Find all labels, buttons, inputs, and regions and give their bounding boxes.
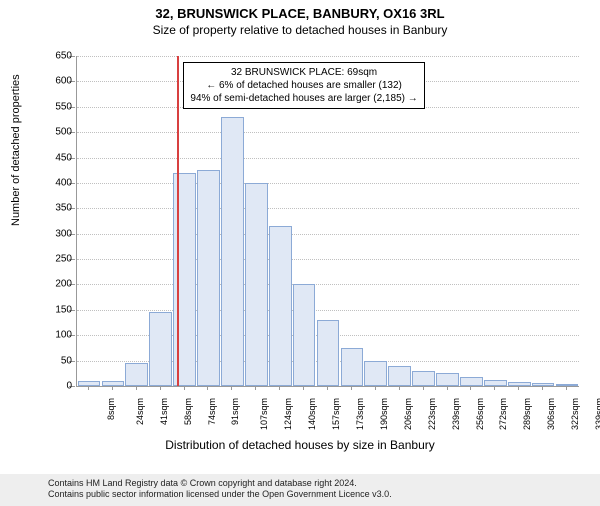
info-box-line: 32 BRUNSWICK PLACE: 69sqm: [190, 66, 417, 79]
x-tick: [375, 386, 376, 390]
x-tick-label: 256sqm: [475, 398, 485, 430]
grid-line: [77, 259, 579, 260]
y-tick-label: 200: [40, 279, 72, 290]
x-tick: [351, 386, 352, 390]
histogram-bar: [102, 381, 125, 386]
x-tick-label: 223sqm: [427, 398, 437, 430]
histogram-bar: [149, 312, 172, 386]
histogram-bar: [125, 363, 148, 386]
x-tick-label: 41sqm: [159, 398, 169, 425]
info-box-line: ← 6% of detached houses are smaller (132…: [190, 79, 417, 92]
x-tick: [207, 386, 208, 390]
x-tick: [566, 386, 567, 390]
histogram-bar: [221, 117, 244, 386]
histogram-bar: [197, 170, 220, 386]
chart-area: 32 BRUNSWICK PLACE: 69sqm← 6% of detache…: [48, 56, 578, 426]
x-tick: [447, 386, 448, 390]
y-tick-label: 550: [40, 101, 72, 112]
histogram-bar: [293, 284, 316, 386]
x-tick-label: 289sqm: [522, 398, 532, 430]
grid-line: [77, 208, 579, 209]
x-tick-label: 124sqm: [283, 398, 293, 430]
x-tick: [112, 386, 113, 390]
x-tick: [303, 386, 304, 390]
histogram-bar: [460, 377, 483, 386]
histogram-bar: [341, 348, 364, 386]
histogram-bar: [364, 361, 387, 386]
y-tick-label: 100: [40, 330, 72, 341]
x-tick: [255, 386, 256, 390]
grid-line: [77, 56, 579, 57]
x-tick-label: 239sqm: [451, 398, 461, 430]
histogram-bar: [412, 371, 435, 386]
x-tick-label: 91sqm: [230, 398, 240, 425]
x-tick: [399, 386, 400, 390]
histogram-bar: [317, 320, 340, 386]
page-subtitle: Size of property relative to detached ho…: [0, 23, 600, 37]
histogram-bar: [388, 366, 411, 386]
histogram-bar: [245, 183, 268, 386]
x-tick-label: 306sqm: [546, 398, 556, 430]
y-tick-label: 300: [40, 228, 72, 239]
plot-area: 32 BRUNSWICK PLACE: 69sqm← 6% of detache…: [76, 56, 579, 387]
y-tick-label: 250: [40, 254, 72, 265]
y-tick-label: 450: [40, 152, 72, 163]
y-axis-title: Number of detached properties: [10, 74, 22, 226]
y-tick-label: 150: [40, 304, 72, 315]
x-tick: [88, 386, 89, 390]
info-box-line: 94% of semi-detached houses are larger (…: [190, 92, 417, 105]
x-tick: [423, 386, 424, 390]
x-tick-label: 173sqm: [355, 398, 365, 430]
x-axis-title: Distribution of detached houses by size …: [0, 438, 600, 452]
grid-line: [77, 234, 579, 235]
reference-line: [177, 56, 179, 386]
x-tick-label: 190sqm: [379, 398, 389, 430]
x-tick-label: 322sqm: [570, 398, 580, 430]
y-tick-label: 400: [40, 177, 72, 188]
x-tick: [542, 386, 543, 390]
x-tick-label: 58sqm: [183, 398, 193, 425]
grid-line: [77, 284, 579, 285]
histogram-bar: [269, 226, 292, 386]
x-tick: [518, 386, 519, 390]
y-tick-label: 650: [40, 51, 72, 62]
grid-line: [77, 158, 579, 159]
x-tick: [279, 386, 280, 390]
x-tick-label: 272sqm: [498, 398, 508, 430]
x-tick: [160, 386, 161, 390]
y-tick-label: 350: [40, 203, 72, 214]
x-tick-label: 24sqm: [135, 398, 145, 425]
footer-line-2: Contains public sector information licen…: [48, 489, 592, 501]
histogram-bar: [436, 373, 459, 386]
x-tick: [136, 386, 137, 390]
x-tick-label: 339sqm: [594, 398, 600, 430]
grid-line: [77, 183, 579, 184]
footer-line-1: Contains HM Land Registry data © Crown c…: [48, 478, 592, 490]
x-tick-label: 157sqm: [331, 398, 341, 430]
x-tick-label: 206sqm: [403, 398, 413, 430]
grid-line: [77, 132, 579, 133]
x-tick: [470, 386, 471, 390]
x-tick: [327, 386, 328, 390]
y-tick-label: 600: [40, 76, 72, 87]
grid-line: [77, 310, 579, 311]
info-box: 32 BRUNSWICK PLACE: 69sqm← 6% of detache…: [183, 62, 424, 109]
page-title: 32, BRUNSWICK PLACE, BANBURY, OX16 3RL: [0, 6, 600, 21]
y-tick-label: 0: [40, 381, 72, 392]
footer: Contains HM Land Registry data © Crown c…: [0, 474, 600, 506]
x-tick-label: 74sqm: [207, 398, 217, 425]
x-tick: [184, 386, 185, 390]
y-tick-label: 500: [40, 127, 72, 138]
histogram-bar: [78, 381, 101, 386]
x-tick-label: 107sqm: [259, 398, 269, 430]
x-tick-label: 8sqm: [106, 398, 116, 420]
x-tick: [494, 386, 495, 390]
y-tick-label: 50: [40, 355, 72, 366]
x-tick: [231, 386, 232, 390]
x-tick-label: 140sqm: [307, 398, 317, 430]
